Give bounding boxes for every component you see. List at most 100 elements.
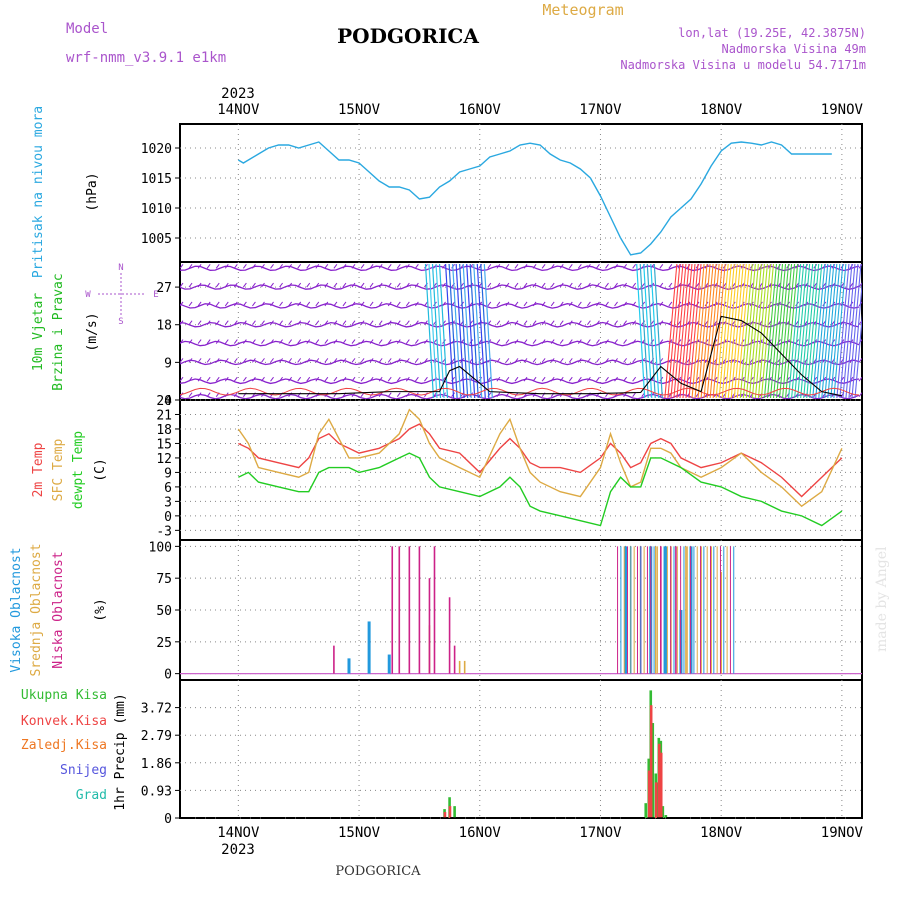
wind-barb-colored [806,263,820,399]
y-tick-label: 0 [164,510,172,525]
wind-barb-tick [605,282,609,288]
wind-barb-tick [424,339,428,344]
wind-barb-colored [473,263,483,399]
wind-barb-tick [414,263,419,269]
wind-barb-colored [466,263,476,399]
wind-barb-colored [727,263,741,399]
wind-barb-tick [568,358,573,363]
temp-ylabel-sfc: SFC Temp [51,439,66,502]
wind-barb-tick [197,339,202,344]
wind-barb-tick [487,282,492,288]
wind-barb-colored [455,263,465,399]
wind-barb-colored [839,263,853,399]
wind-barb-tick [188,358,193,363]
wind-barb-tick [297,358,302,363]
cloud-mid-bar [458,660,461,674]
wind-barb-tick [442,282,446,288]
y-tick-label: 0 [164,394,172,409]
wind-barb-colored [791,263,805,399]
wind-barb-tick [396,320,401,326]
wind-barb-tick [233,339,238,344]
wind-barb-tick [224,339,229,344]
wind-row [180,393,860,400]
wind-barb-tick [351,301,356,307]
wind-barb-tick [261,320,265,326]
compass-rose-icon: N W E S [85,263,158,327]
wind-barb-tick [632,339,637,344]
wind-barb-tick [532,263,537,269]
precip-total-bar [651,723,655,818]
wind-barb-tick [550,282,555,288]
wind-barb-tick [188,339,193,344]
wind-speed-line [238,315,842,397]
wind-barb-tick [568,282,573,288]
wind-barb-tick [297,376,302,382]
cloud-low-bar [391,546,394,674]
legend-grad: Grad [76,788,107,803]
wind-barb-tick [523,282,528,288]
wind-barb-tick [197,376,202,382]
wind-barb-colored [718,263,732,399]
x-tick-label-top: 16NOV [459,102,502,118]
wind-barb-tick [451,358,455,363]
wind-barb-tick [541,358,546,363]
cloud-low-bar [433,546,436,674]
wind-barb-tick [396,376,401,382]
wind-barb-tick [387,358,392,363]
wind-barb-tick [568,263,573,269]
wind-barb-colored [639,263,649,399]
wind-barb-tick [487,301,492,307]
model-name: wrf-nmm_v3.9.1 e1km [66,50,226,66]
wind-barb-tick [197,320,202,326]
wind-barb-tick [596,263,600,269]
wind-barb-colored [797,263,811,399]
wind-barb-colored [760,263,774,399]
wind-barb-tick [577,282,582,288]
cloud-low-bar [398,546,401,674]
wind-barb-tick [242,376,247,382]
wind-barb-colored [830,263,844,399]
wind-barb-tick [596,282,600,288]
wind-barb-tick [306,282,311,288]
wind-barb-tick [270,358,274,363]
wind-barb-tick [505,301,510,307]
wind-barb-tick [605,263,609,269]
wind-barb-tick [596,301,600,307]
wind-barb-tick [252,320,256,326]
temp-sfc-line [237,408,843,508]
wind-barb-tick [180,282,184,288]
wind-barb-tick [342,282,347,288]
wind-barb-tick [659,263,664,269]
wind-barb-tick [405,263,410,269]
cloud-mid-bar [700,546,702,674]
panel-precip: 0 0.93 1.86 2.79 3.72 [141,679,863,827]
x-tick-label-top: 14NOV [217,102,260,118]
panel-pressure: 1005 1010 1015 1020 [141,123,863,263]
precip-conv-bar [649,705,653,818]
wind-barb-colored [700,263,714,399]
wind-barb-colored [667,263,681,399]
wind-barb-tick [514,301,519,307]
wind-barb-colored [721,263,735,399]
y-tick-label: 9 [164,466,172,481]
year-bottom: 2023 [221,842,255,858]
wind-barb-tick [596,320,600,326]
wind-barb-tick [233,301,238,307]
wind-barb-tick [577,263,582,269]
pressure-line [237,141,832,256]
wind-barb-tick [306,339,311,344]
wind-barb-tick [306,320,311,326]
wind-barb-tick [351,320,356,326]
precip-total-bar [644,803,648,818]
wind-barb-colored [459,263,469,399]
wind-row [180,265,860,272]
wind-barb-tick [233,320,238,326]
wind-barb-tick [433,392,437,397]
wind-barb-colored [748,263,762,399]
cloud-unit: (%) [93,598,108,621]
wind-barb-tick [632,263,637,269]
wind-barb-tick [324,282,329,288]
cloud-dense-block [617,546,735,674]
wind-barb-tick [297,339,302,344]
precip-conv-bar [657,743,661,818]
